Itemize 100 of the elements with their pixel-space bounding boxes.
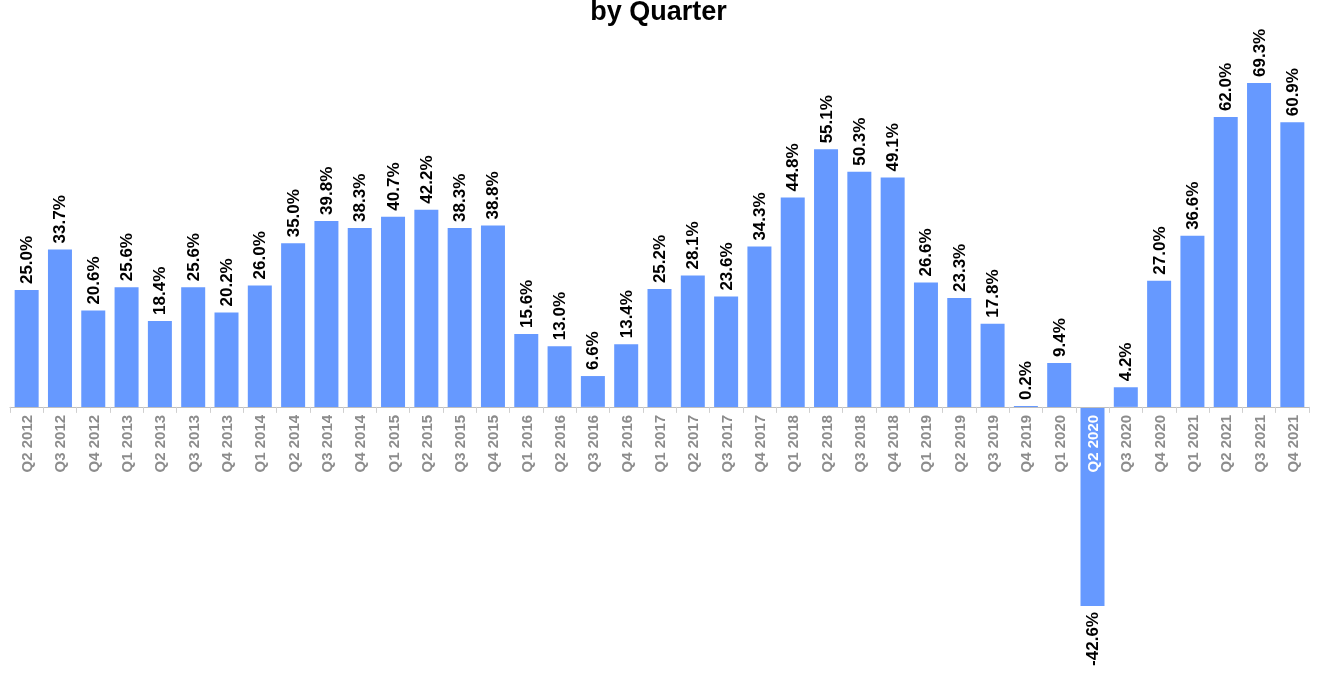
data-label: 34.3% bbox=[749, 192, 769, 241]
data-label: 49.1% bbox=[883, 123, 903, 172]
data-label: 42.2% bbox=[416, 155, 436, 204]
data-label: 6.6% bbox=[583, 331, 603, 371]
x-tick-label: Q3 2014 bbox=[317, 414, 335, 473]
x-tick-label: Q1 2015 bbox=[384, 414, 402, 473]
x-tick-label: Q1 2013 bbox=[118, 414, 136, 473]
data-label: 17.8% bbox=[983, 269, 1003, 318]
bar bbox=[714, 296, 739, 407]
x-tick-label: Q4 2017 bbox=[750, 414, 768, 473]
x-tick-label: Q3 2017 bbox=[717, 414, 735, 473]
data-label: 15.6% bbox=[516, 279, 536, 328]
data-label: 50.3% bbox=[849, 117, 869, 166]
data-label: 39.8% bbox=[316, 166, 336, 215]
x-tick-label: Q2 2020 bbox=[1084, 414, 1101, 473]
bar bbox=[281, 243, 306, 407]
data-label: 13.4% bbox=[616, 290, 636, 339]
bar bbox=[1247, 83, 1272, 407]
data-label: 25.0% bbox=[17, 235, 37, 285]
bar bbox=[347, 227, 372, 407]
data-label: 62.0% bbox=[1216, 62, 1236, 112]
bar bbox=[414, 209, 439, 407]
data-label: 36.6% bbox=[1182, 181, 1202, 230]
bar bbox=[847, 171, 872, 407]
bar bbox=[480, 225, 505, 407]
bar bbox=[81, 310, 106, 407]
data-label: 18.4% bbox=[150, 266, 170, 315]
data-label: -42.6% bbox=[1083, 612, 1102, 666]
data-label: 0.2% bbox=[1016, 361, 1036, 400]
bar bbox=[1213, 117, 1238, 407]
data-label: 26.6% bbox=[916, 228, 936, 277]
data-label: 69.3% bbox=[1249, 28, 1269, 77]
bar bbox=[514, 333, 539, 407]
bar bbox=[447, 227, 472, 407]
data-label: 25.6% bbox=[117, 233, 137, 282]
data-label: 60.9% bbox=[1282, 68, 1302, 117]
bar bbox=[780, 197, 805, 407]
data-label: 55.1% bbox=[816, 95, 836, 144]
bar bbox=[947, 298, 972, 407]
x-tick-label: Q2 2018 bbox=[817, 414, 835, 473]
bar bbox=[314, 220, 339, 407]
bar bbox=[814, 149, 839, 407]
data-label: 23.6% bbox=[716, 242, 736, 291]
x-tick-label: Q4 2012 bbox=[84, 414, 102, 473]
x-tick-label: Q1 2017 bbox=[651, 414, 668, 473]
data-label: 20.2% bbox=[217, 258, 236, 307]
bar bbox=[1047, 362, 1072, 407]
bar bbox=[1113, 387, 1138, 407]
data-label: 4.2% bbox=[1116, 342, 1136, 382]
data-label: 38.3% bbox=[350, 173, 370, 222]
x-tick-label: Q4 2015 bbox=[484, 414, 502, 473]
data-label: 26.0% bbox=[250, 231, 270, 280]
data-label: 40.7% bbox=[383, 162, 403, 211]
data-label: 38.3% bbox=[450, 173, 470, 222]
bar bbox=[14, 290, 39, 407]
x-tick-label: Q2 2015 bbox=[417, 414, 435, 473]
data-label: 13.0% bbox=[550, 291, 570, 341]
bar bbox=[181, 287, 206, 407]
x-tick-label: Q2 2013 bbox=[151, 414, 169, 473]
bar bbox=[214, 312, 239, 407]
bar bbox=[747, 246, 772, 407]
chart-title: by Quarter bbox=[590, 0, 728, 26]
x-tick-label: Q1 2019 bbox=[917, 414, 935, 473]
data-label: 9.4% bbox=[1049, 318, 1069, 357]
x-tick-label: Q2 2019 bbox=[950, 414, 968, 473]
x-tick-label: Q4 2018 bbox=[884, 414, 902, 473]
bar bbox=[913, 282, 938, 407]
x-tick-label: Q4 2021 bbox=[1283, 414, 1301, 473]
data-label: 27.0% bbox=[1149, 226, 1169, 275]
bar bbox=[647, 289, 672, 407]
bar bbox=[247, 285, 272, 407]
x-tick-label: Q2 2016 bbox=[551, 414, 569, 473]
x-tick-label: Q3 2015 bbox=[451, 414, 469, 473]
data-label: 35.0% bbox=[283, 189, 303, 238]
data-label: 44.8% bbox=[783, 143, 803, 192]
bar bbox=[580, 376, 605, 407]
x-tick-label: Q3 2021 bbox=[1250, 414, 1268, 473]
x-tick-label: Q3 2016 bbox=[584, 414, 602, 473]
bar bbox=[680, 275, 705, 407]
bar bbox=[880, 177, 905, 407]
bar bbox=[147, 320, 172, 407]
bar bbox=[47, 249, 72, 407]
x-tick-label: Q4 2013 bbox=[218, 414, 235, 473]
x-tick-label: Q3 2013 bbox=[184, 414, 202, 473]
bar bbox=[1180, 235, 1205, 407]
x-tick-label: Q3 2012 bbox=[51, 414, 69, 473]
data-label: 28.1% bbox=[683, 221, 703, 270]
bar bbox=[381, 216, 406, 407]
bar bbox=[1147, 280, 1172, 407]
x-tick-label: Q2 2012 bbox=[18, 414, 36, 473]
x-tick-label: Q1 2018 bbox=[784, 414, 802, 473]
x-tick-label: Q4 2016 bbox=[617, 414, 635, 473]
x-tick-label: Q3 2020 bbox=[1117, 414, 1135, 473]
x-tick-label: Q1 2021 bbox=[1183, 414, 1201, 473]
x-tick-label: Q2 2014 bbox=[284, 414, 302, 473]
data-label: 38.8% bbox=[483, 171, 503, 220]
x-tick-label: Q3 2018 bbox=[850, 414, 868, 473]
x-tick-label: Q2 2021 bbox=[1217, 414, 1235, 473]
data-label: 25.2% bbox=[650, 234, 669, 284]
bar bbox=[114, 287, 139, 407]
